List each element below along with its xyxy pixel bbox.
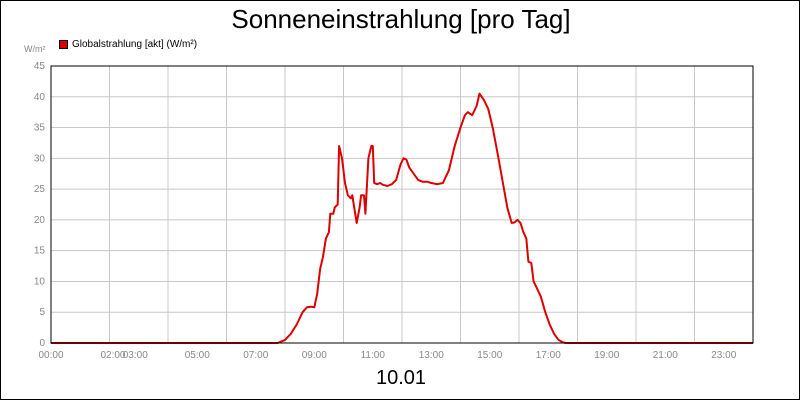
y-tick-label: 45	[34, 61, 46, 72]
y-tick-label: 5	[39, 307, 45, 318]
x-tick-label: 11:00	[361, 350, 386, 361]
chart-title: Sonneneinstrahlung [pro Tag]	[231, 4, 571, 34]
date-label: 10.01	[375, 367, 427, 389]
x-tick-label: 15:00	[477, 350, 502, 361]
legend-entry: Globalstrahlung [akt] (W/m²)	[72, 39, 198, 50]
x-tick-label: 21:00	[653, 350, 678, 361]
y-tick-label: 0	[39, 338, 45, 349]
y-tick-label: 20	[34, 215, 46, 226]
x-tick-label: 13:00	[419, 350, 444, 361]
x-tick-label: 00:00	[38, 350, 63, 361]
legend-swatch	[59, 40, 68, 49]
y-tick-label: 30	[34, 153, 46, 164]
x-tick-label: 09:00	[302, 350, 327, 361]
x-tick-label: 02:00	[100, 350, 125, 361]
x-tick-label: 07:00	[243, 350, 268, 361]
legend: Globalstrahlung [akt] (W/m²)	[59, 39, 197, 50]
y-tick-label: 35	[34, 123, 46, 134]
y-tick-label: 15	[34, 246, 46, 257]
x-tick-label: 17:00	[536, 350, 561, 361]
x-tick-label: 05:00	[185, 350, 210, 361]
y-tick-label: 40	[34, 92, 46, 103]
y-tick-label: 25	[34, 184, 46, 195]
series	[51, 92, 753, 344]
grid	[51, 66, 753, 343]
series-line	[51, 92, 753, 344]
plot-border	[50, 65, 754, 344]
x-tick-label: 03:00	[123, 350, 148, 361]
y-unit-label: W/m²	[24, 44, 46, 54]
x-tick-label: 19:00	[594, 350, 619, 361]
y-tick-label: 10	[34, 276, 46, 287]
x-tick-label: 23:00	[711, 350, 736, 361]
